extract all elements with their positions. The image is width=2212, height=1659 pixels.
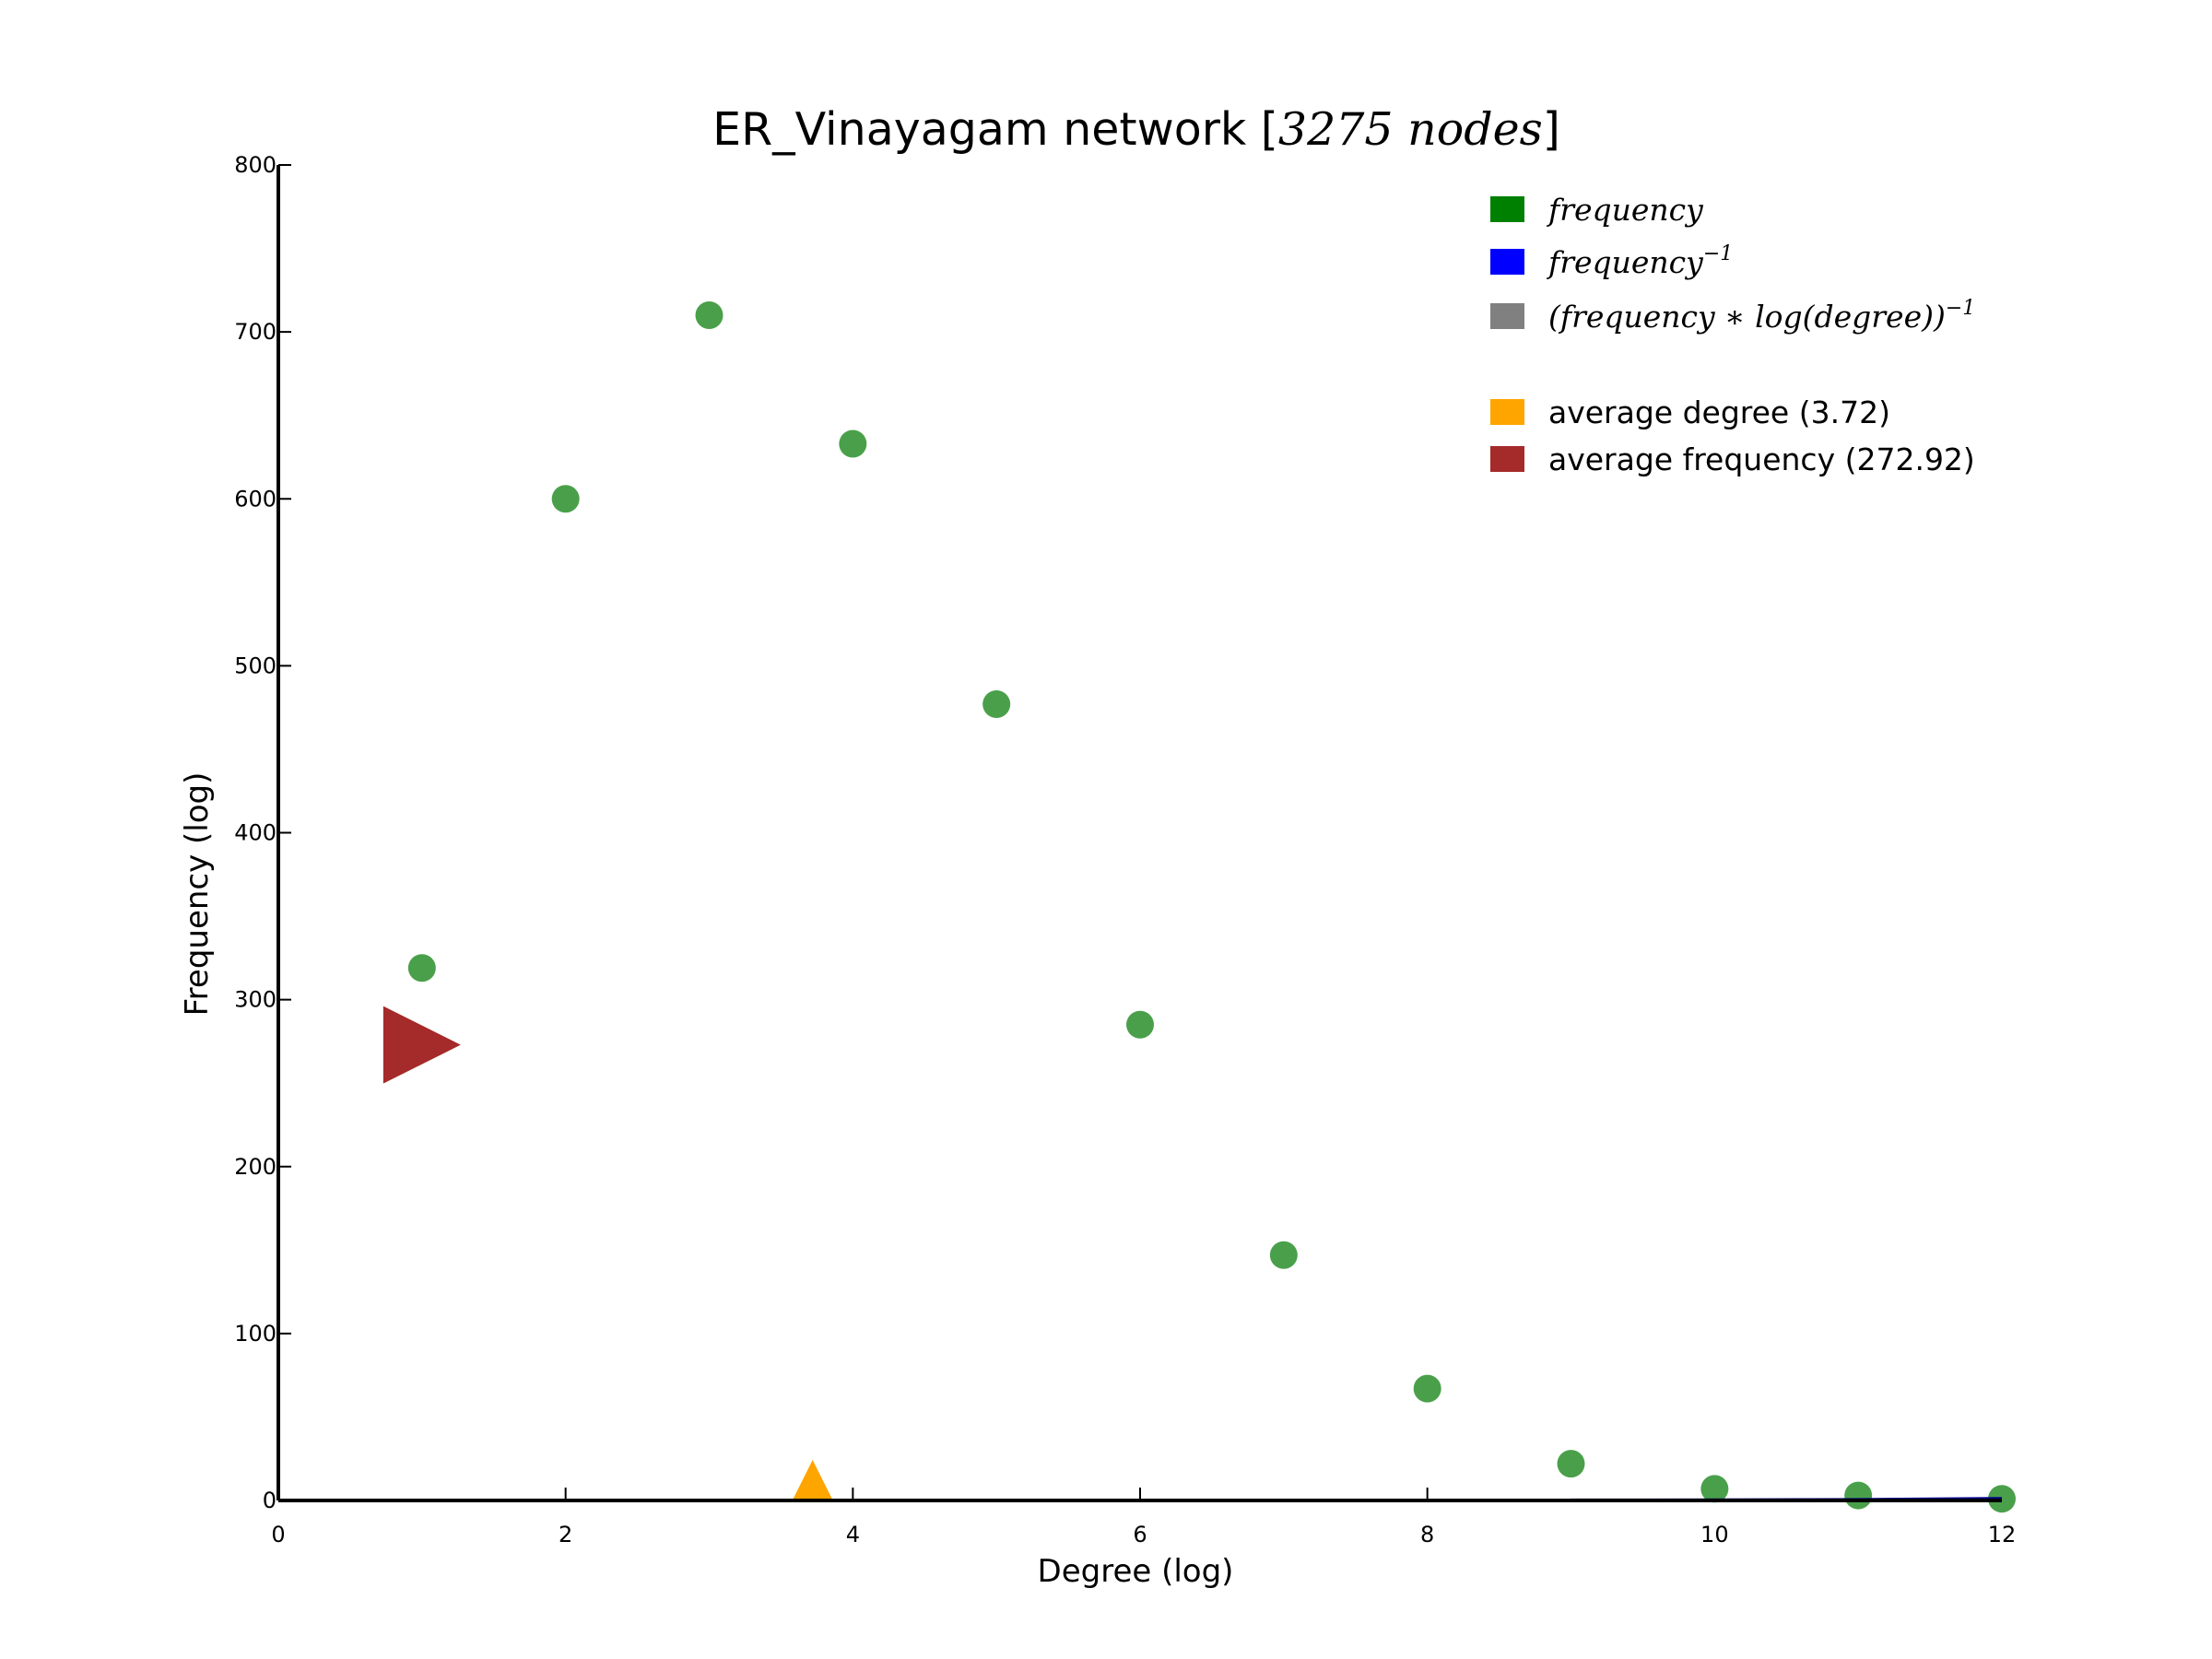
data-point [407, 954, 436, 982]
chart-title-math: 3275 nodes [1278, 103, 1543, 156]
axis-ticks: 0 2 4 6 8 10 12 0 100 200 300 400 500 600 700 800 [234, 152, 2016, 1547]
x-tick-label: 4 [846, 1522, 860, 1547]
y-tick-label: 600 [234, 486, 276, 512]
legend-swatch [1490, 249, 1524, 275]
x-tick-label: 8 [1420, 1522, 1434, 1547]
data-point [1413, 1374, 1441, 1403]
legend-label-text: frequency [1546, 192, 1703, 228]
data-point [982, 690, 1011, 719]
data-point [695, 301, 724, 330]
data-point [1700, 1475, 1729, 1503]
x-tick-label: 10 [1700, 1522, 1729, 1547]
data-point [839, 429, 867, 458]
legend-label-text: (frequency ∗ log(degree)) [1548, 299, 1946, 335]
x-axis-label: Degree (log) [1038, 1553, 1234, 1590]
y-tick-label: 400 [234, 820, 276, 846]
y-tick-label: 500 [234, 653, 276, 678]
legend-label-text: average degree (3.72) [1548, 394, 1890, 430]
chart-title-main: ER_Vinayagam network [ [712, 103, 1278, 156]
average-degree-marker [792, 1460, 833, 1500]
y-tick-label: 700 [234, 319, 276, 345]
y-tick-label: 800 [234, 152, 276, 178]
series-layer [407, 301, 2016, 1513]
data-point [1269, 1241, 1298, 1269]
average-frequency-marker [382, 1006, 461, 1084]
legend-swatch [1490, 196, 1524, 222]
legend-label: frequency−1 [1546, 242, 1733, 280]
legend-swatch [1490, 399, 1524, 425]
legend-label: average frequency (272.92) [1548, 441, 1975, 477]
x-tick-label: 12 [1988, 1522, 2017, 1547]
x-tick-label: 2 [559, 1522, 572, 1547]
y-tick-label: 0 [263, 1488, 276, 1513]
y-tick-label: 300 [234, 987, 276, 1013]
x-tick-label: 0 [271, 1522, 285, 1547]
data-point [551, 485, 580, 513]
data-point [1844, 1481, 1873, 1510]
legend-label-text: average frequency (272.92) [1548, 441, 1975, 477]
legend-label-superscript: −1 [1946, 297, 1975, 320]
chart-title-close: ] [1543, 103, 1560, 156]
legend-label: frequency [1546, 192, 1703, 228]
data-point [1126, 1010, 1154, 1039]
legend-label: average degree (3.72) [1548, 394, 1890, 430]
y-tick-label: 100 [234, 1321, 276, 1347]
y-axis-label: Frequency (log) [179, 772, 216, 1017]
legend-label-text: frequency [1546, 244, 1703, 280]
legend-swatch [1490, 446, 1524, 472]
legend-label-superscript: −1 [1703, 242, 1733, 265]
data-point [1557, 1450, 1585, 1478]
legend-swatch [1490, 303, 1524, 329]
legend-label: (frequency ∗ log(degree))−1 [1548, 297, 1975, 335]
y-tick-label: 200 [234, 1154, 276, 1180]
markers-layer [382, 1006, 833, 1500]
x-tick-label: 6 [1133, 1522, 1147, 1547]
chart-title: ER_Vinayagam network [3275 nodes] [712, 103, 1560, 156]
